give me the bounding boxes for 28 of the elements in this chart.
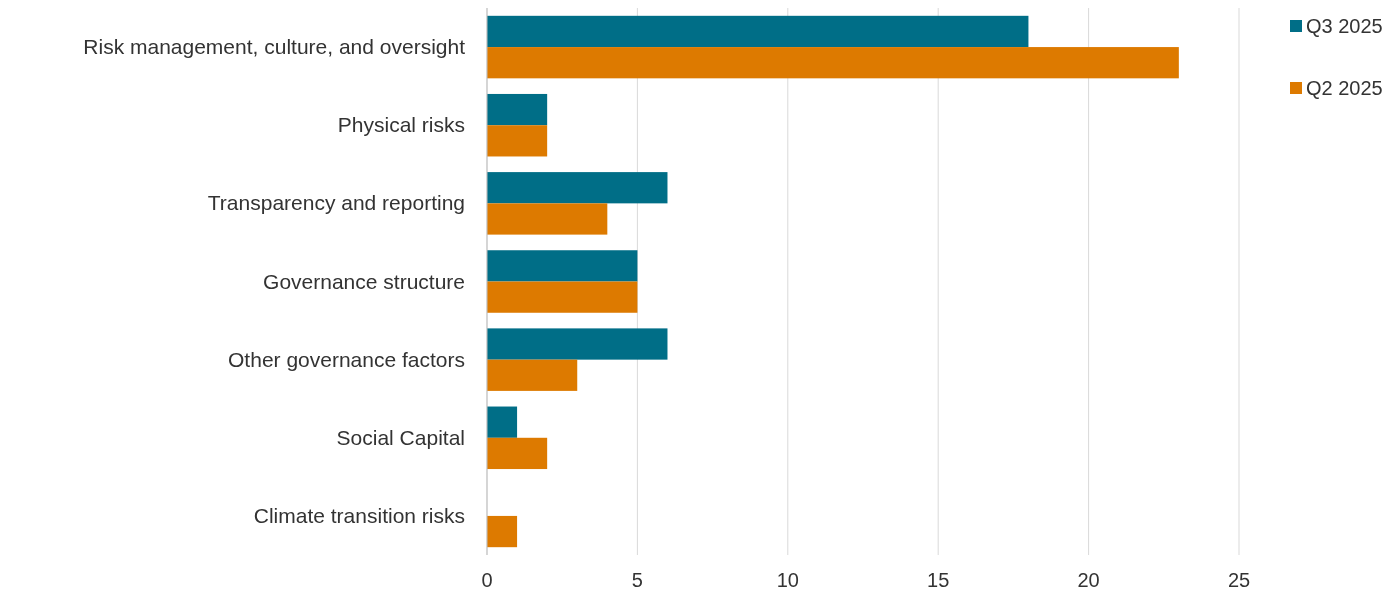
legend-label: Q3 2025 — [1306, 15, 1383, 37]
bar — [487, 15, 1029, 48]
bar — [487, 93, 548, 126]
bar — [487, 406, 518, 438]
bar — [487, 125, 548, 157]
y-tick-label: Physical risks — [337, 113, 465, 137]
bar — [487, 172, 668, 204]
bar — [487, 437, 548, 470]
y-tick-label: Governance structure — [263, 269, 465, 293]
y-tick-label: Other governance factors — [228, 347, 465, 371]
bar — [487, 250, 638, 282]
bar — [487, 47, 1179, 79]
bar — [487, 359, 578, 391]
x-tick-label: 0 — [481, 569, 493, 591]
legend-label: Q2 2025 — [1306, 77, 1383, 99]
bar — [487, 281, 638, 313]
bar — [487, 203, 608, 235]
x-tick-label: 10 — [776, 569, 799, 591]
y-tick-label: Social Capital — [336, 425, 465, 449]
y-tick-label: Transparency and reporting — [207, 191, 465, 215]
y-tick-label: Climate transition risks — [253, 503, 465, 527]
x-tick-label: 5 — [631, 569, 643, 591]
x-tick-label: 20 — [1077, 569, 1100, 591]
x-tick-label: 25 — [1227, 569, 1251, 591]
bar — [487, 328, 668, 360]
bar — [487, 515, 518, 548]
x-tick-label: 15 — [927, 569, 950, 591]
y-tick-label: Risk management, culture, and oversight — [83, 35, 466, 59]
